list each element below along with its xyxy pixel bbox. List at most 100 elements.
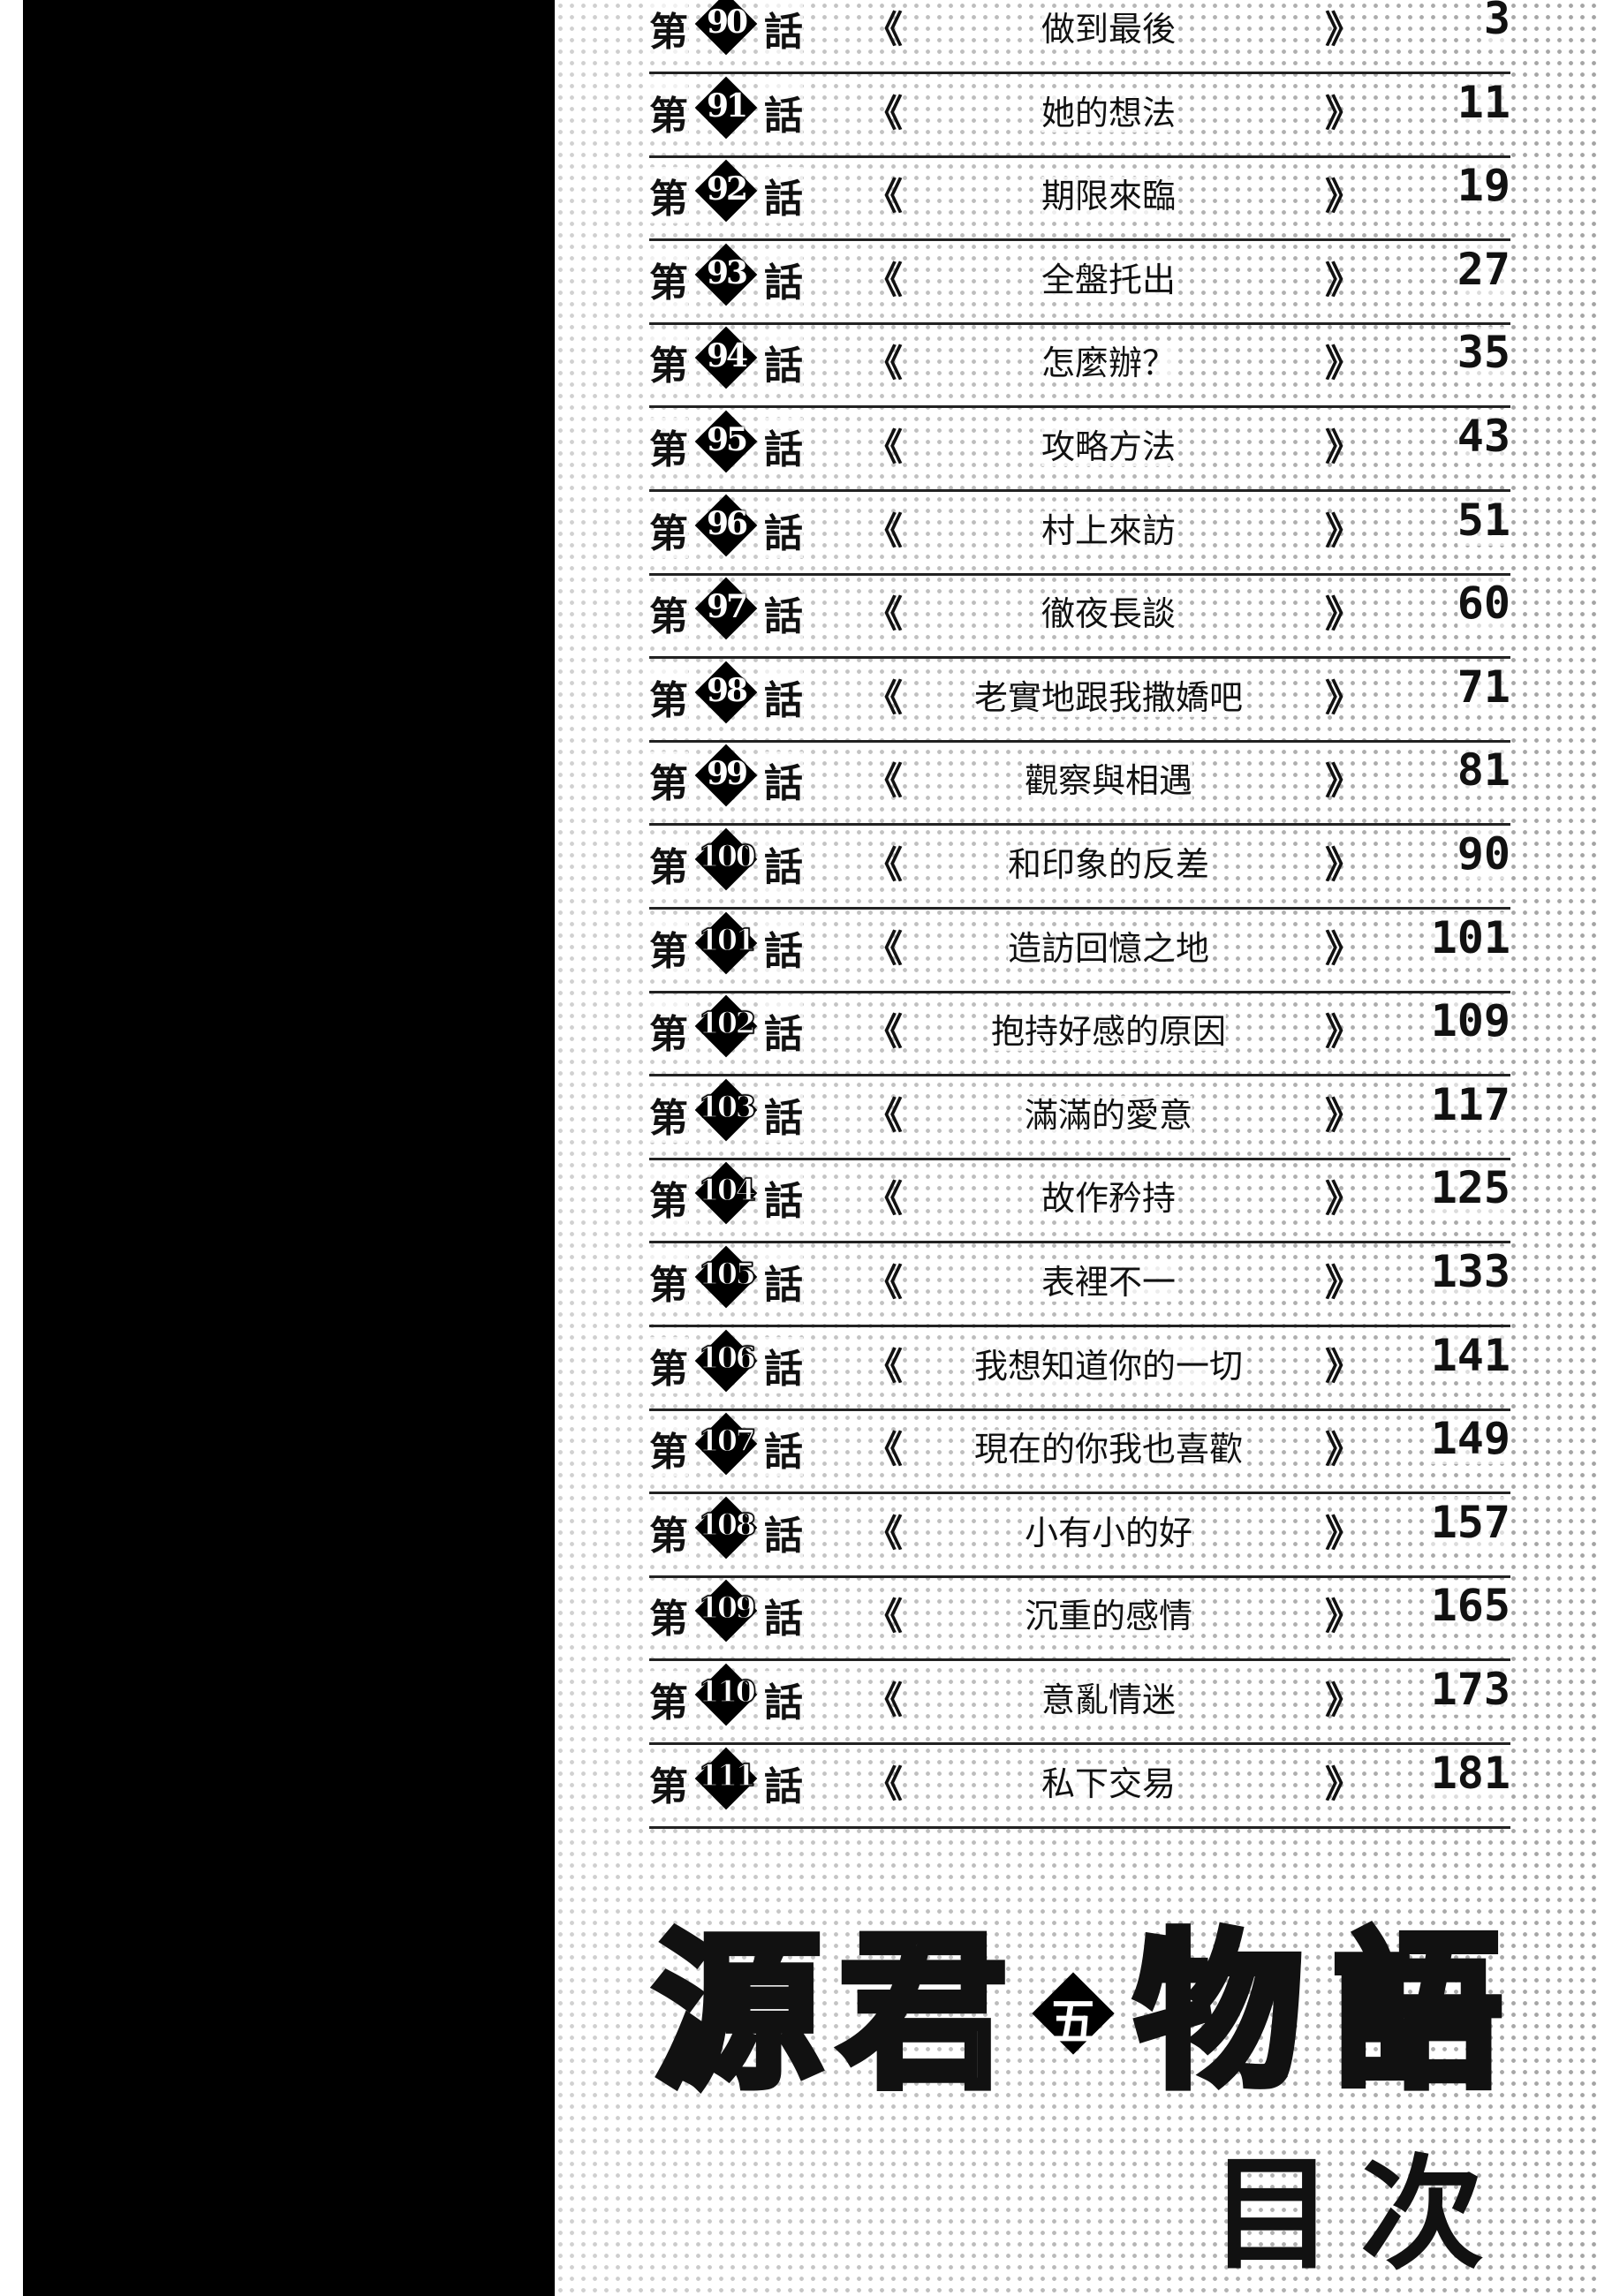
chapter-prefix: 第 xyxy=(649,1503,688,1560)
divider xyxy=(649,739,1510,743)
toc-entry[interactable]: 第 97 話 《 徹夜長談 》 60 xyxy=(649,576,1510,660)
toc-entry[interactable]: 第 99 話 《 觀察與相遇 》 81 xyxy=(649,743,1510,827)
toc-entry[interactable]: 第 92 話 《 期限來臨 》 19 xyxy=(649,158,1510,242)
chapter-number: 108 xyxy=(698,1507,756,1544)
chapter-title-text: 和印象的反差 xyxy=(1007,845,1209,884)
chapter-number: 102 xyxy=(698,1005,756,1042)
chapter-number-badge: 95 xyxy=(694,410,758,473)
chapter-suffix: 話 xyxy=(764,751,803,809)
page-number: 141 xyxy=(1430,1329,1510,1381)
contents-heading: 目次 xyxy=(1210,2142,1511,2287)
open-bracket: 《 xyxy=(866,1261,904,1304)
chapter-number-badge: 106 xyxy=(694,1329,758,1392)
toc-entry[interactable]: 第 109 話 《 沉重的感情 》 165 xyxy=(649,1578,1510,1662)
chapter-title: 村上來訪 xyxy=(914,503,1303,552)
chapter-suffix: 話 xyxy=(764,1587,803,1644)
toc-entry[interactable]: 第 100 話 《 和印象的反差 》 90 xyxy=(649,827,1510,910)
chapter-prefix: 第 xyxy=(649,418,688,474)
chapter-title: 做到最後 xyxy=(914,2,1303,50)
toc-entry[interactable]: 第 93 話 《 全盤托出 》 27 xyxy=(649,242,1510,325)
page-number: 3 xyxy=(1483,0,1510,44)
chapter-title-text: 抱持好感的原因 xyxy=(990,1012,1226,1052)
chapter-title-text: 意亂情迷 xyxy=(1041,1680,1176,1719)
chapter-title-text: 造訪回憶之地 xyxy=(1007,928,1209,968)
open-bracket: 《 xyxy=(866,759,904,804)
toc-entry[interactable]: 第 94 話 《 怎麼辦？ 》 35 xyxy=(649,325,1510,409)
toc-entry[interactable]: 第 108 話 《 小有小的好 》 157 xyxy=(649,1495,1510,1578)
chapter-title: 老實地跟我撒嬌吧 xyxy=(914,670,1303,719)
divider xyxy=(649,907,1510,910)
chapter-title-text: 故作矜持 xyxy=(1041,1179,1176,1219)
chapter-prefix: 第 xyxy=(649,1336,688,1393)
logo-char: 物 xyxy=(1131,1915,1306,2111)
chapter-title: 滿滿的愛意 xyxy=(914,1088,1303,1137)
logo-char: 語 xyxy=(1329,1915,1505,2111)
chapter-title-text: 老實地跟我撒嬌吧 xyxy=(973,677,1243,717)
page-number: 181 xyxy=(1430,1747,1510,1799)
divider xyxy=(649,1241,1510,1244)
chapter-number-badge: 110 xyxy=(694,1663,758,1726)
close-bracket: 》 xyxy=(1325,258,1363,302)
chapter-suffix: 話 xyxy=(764,418,803,474)
toc-entry[interactable]: 第 111 話 《 私下交易 》 181 xyxy=(649,1746,1510,1829)
chapter-title: 攻略方法 xyxy=(914,419,1303,468)
open-bracket: 《 xyxy=(866,342,904,386)
chapter-number-badge: 92 xyxy=(694,159,758,223)
chapter-title: 怎麼辦？ xyxy=(914,336,1303,384)
toc-entry[interactable]: 第 91 話 《 她的想法 》 11 xyxy=(649,75,1510,158)
toc-entry[interactable]: 第 105 話 《 表裡不一 》 133 xyxy=(649,1244,1510,1327)
toc-entry[interactable]: 第 98 話 《 老實地跟我撒嬌吧 》 71 xyxy=(649,660,1510,743)
chapter-number: 98 xyxy=(706,671,748,709)
chapter-title-text: 沉重的感情 xyxy=(1024,1597,1192,1636)
divider xyxy=(649,1825,1510,1829)
divider xyxy=(649,823,1510,827)
open-bracket: 《 xyxy=(866,1762,904,1806)
chapter-suffix: 話 xyxy=(764,668,803,725)
toc-entry[interactable]: 第 95 話 《 攻略方法 》 43 xyxy=(649,409,1510,492)
toc-entry[interactable]: 第 110 話 《 意亂情迷 》 173 xyxy=(649,1662,1510,1745)
close-bracket: 》 xyxy=(1325,1010,1363,1054)
toc-entry[interactable]: 第 104 話 《 故作矜持 》 125 xyxy=(649,1160,1510,1244)
toc-entry[interactable]: 第 106 話 《 我想知道你的一切 》 141 xyxy=(649,1328,1510,1411)
chapter-suffix: 話 xyxy=(764,167,803,224)
chapter-title: 和印象的反差 xyxy=(914,837,1303,886)
close-bracket: 》 xyxy=(1325,593,1363,637)
close-bracket: 》 xyxy=(1325,426,1363,469)
chapter-number-badge: 105 xyxy=(694,1245,758,1309)
chapter-number-badge: 94 xyxy=(694,327,758,389)
chapter-title: 故作矜持 xyxy=(914,1171,1303,1220)
chapter-number-badge: 91 xyxy=(694,76,758,139)
divider xyxy=(649,1325,1510,1327)
close-bracket: 》 xyxy=(1325,1428,1363,1472)
chapter-number: 95 xyxy=(706,421,748,458)
chapter-suffix: 話 xyxy=(764,585,803,642)
chapter-number: 99 xyxy=(706,755,748,793)
close-bracket: 》 xyxy=(1325,1261,1363,1304)
chapter-number: 93 xyxy=(706,253,748,291)
chapter-title-text: 小有小的好 xyxy=(1024,1513,1192,1552)
chapter-number: 111 xyxy=(698,1757,756,1794)
toc-entry[interactable]: 第 96 話 《 村上來訪 》 51 xyxy=(649,493,1510,576)
toc-entry[interactable]: 第 102 話 《 抱持好感的原因 》 109 xyxy=(649,993,1510,1077)
toc-entry[interactable]: 第 101 話《造訪回憶之地》 101 xyxy=(649,910,1510,993)
chapter-number: 107 xyxy=(698,1423,756,1460)
chapter-title-text: 現在的你我也喜歡 xyxy=(973,1430,1243,1469)
chapter-number: 103 xyxy=(698,1089,756,1126)
page-number: 35 xyxy=(1457,327,1510,379)
toc-entry[interactable]: 第 90 話 《 做到最後 》 3 xyxy=(649,0,1510,74)
chapter-number: 97 xyxy=(706,588,748,626)
chapter-prefix: 第 xyxy=(649,334,688,391)
page-number: 19 xyxy=(1457,160,1510,212)
toc-entry[interactable]: 第 103 話 《 滿滿的愛意 》 117 xyxy=(649,1077,1510,1160)
chapter-prefix: 第 xyxy=(649,585,688,642)
divider xyxy=(649,1074,1510,1077)
chapter-title-text: 做到最後 xyxy=(1041,10,1176,49)
close-bracket: 》 xyxy=(1325,1762,1363,1806)
black-panel xyxy=(23,0,555,2296)
chapter-title: 全盤托出 xyxy=(914,253,1303,301)
chapter-title: 小有小的好 xyxy=(914,1506,1303,1554)
chapter-prefix: 第 xyxy=(649,1169,688,1227)
toc-entry[interactable]: 第 107 話 《 現在的你我也喜歡 》 149 xyxy=(649,1411,1510,1495)
chapter-suffix: 話 xyxy=(764,334,803,391)
open-bracket: 《 xyxy=(866,91,904,135)
